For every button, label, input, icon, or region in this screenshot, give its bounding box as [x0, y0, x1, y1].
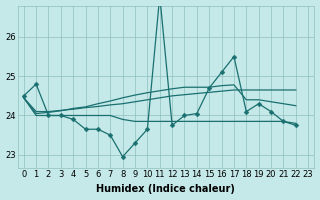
- X-axis label: Humidex (Indice chaleur): Humidex (Indice chaleur): [97, 184, 236, 194]
